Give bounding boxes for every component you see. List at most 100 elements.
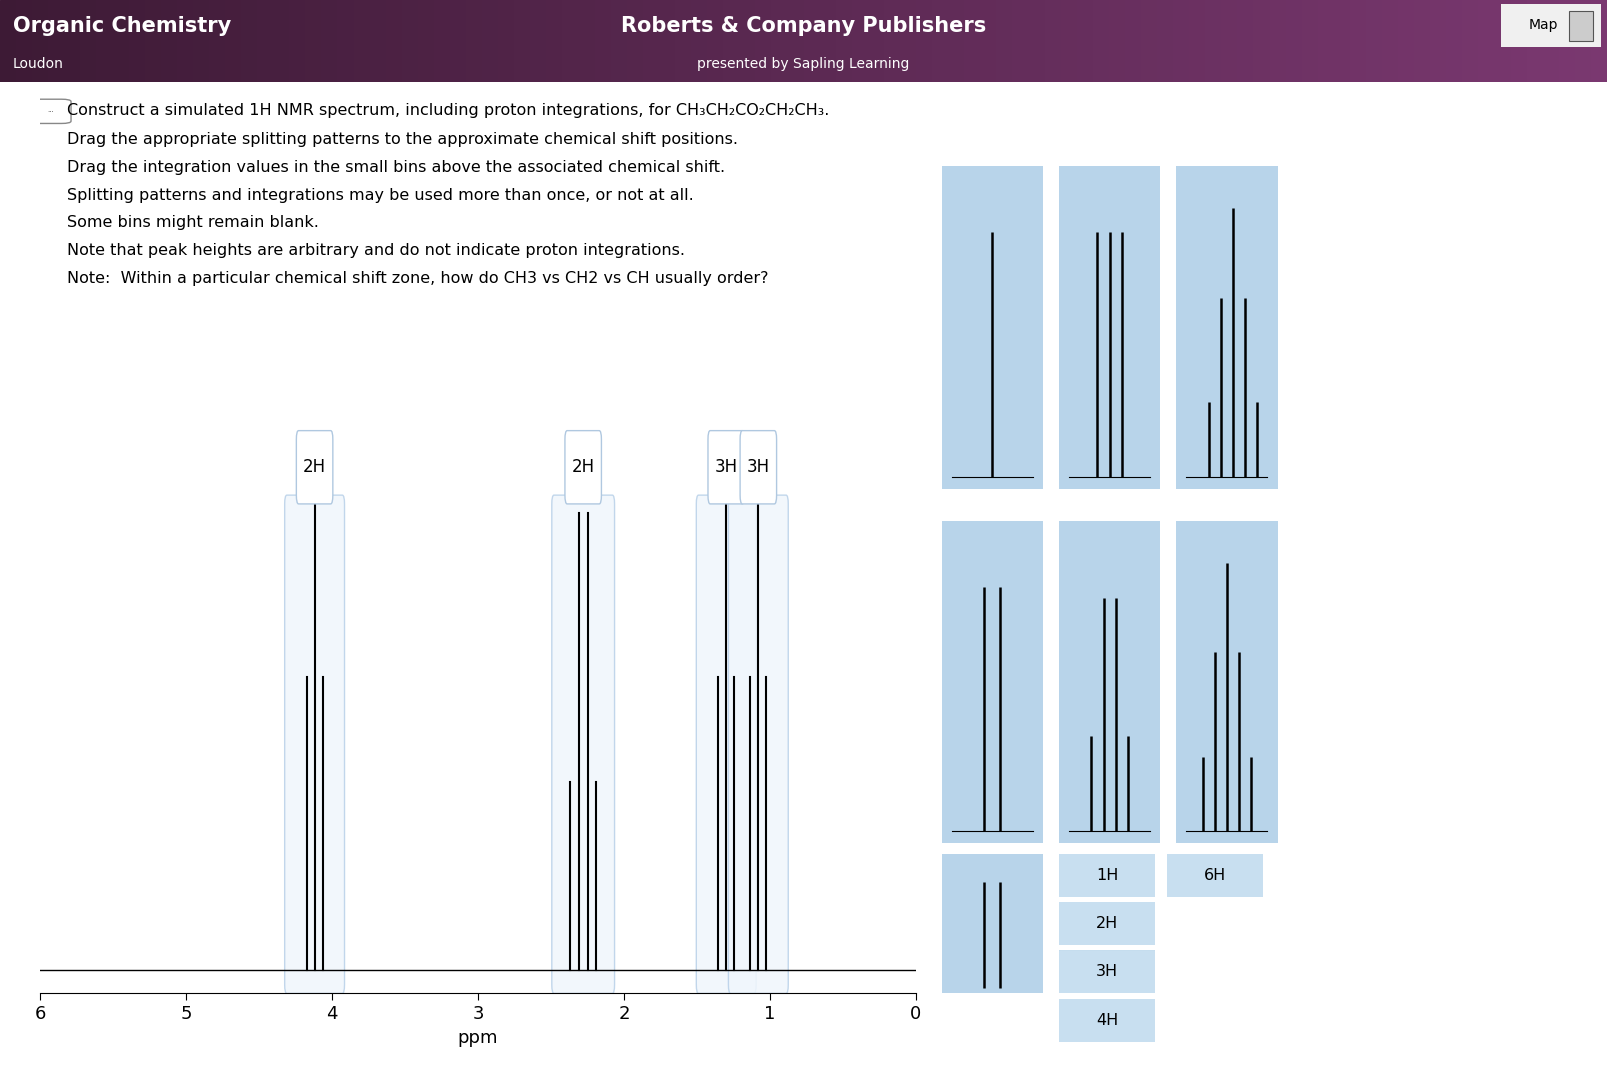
FancyBboxPatch shape <box>1053 949 1162 995</box>
FancyBboxPatch shape <box>551 495 614 993</box>
Text: 1H: 1H <box>1096 868 1118 883</box>
Bar <box>354 0 370 82</box>
FancyBboxPatch shape <box>741 431 776 504</box>
FancyBboxPatch shape <box>284 495 344 993</box>
Bar <box>804 0 820 82</box>
Text: Construct a simulated 1H NMR spectrum, including proton integrations, for CH₃CH₂: Construct a simulated 1H NMR spectrum, i… <box>67 103 829 118</box>
Bar <box>996 0 1012 82</box>
Bar <box>337 0 354 82</box>
Bar <box>1141 0 1157 82</box>
Bar <box>386 0 402 82</box>
FancyBboxPatch shape <box>709 431 744 504</box>
Bar <box>1286 0 1302 82</box>
Bar <box>1253 0 1270 82</box>
Bar <box>1543 0 1559 82</box>
Bar <box>1221 0 1237 82</box>
FancyBboxPatch shape <box>1175 163 1279 492</box>
Bar <box>64 0 80 82</box>
FancyBboxPatch shape <box>1057 163 1162 492</box>
Bar <box>1430 0 1446 82</box>
Bar <box>1237 0 1253 82</box>
Bar <box>193 0 209 82</box>
Bar <box>402 0 418 82</box>
Bar <box>675 0 691 82</box>
X-axis label: ppm: ppm <box>458 1029 498 1047</box>
Bar <box>96 0 112 82</box>
Bar <box>691 0 707 82</box>
Bar <box>1559 0 1575 82</box>
Text: Organic Chemistry: Organic Chemistry <box>13 16 231 37</box>
Bar <box>1093 0 1109 82</box>
Bar <box>836 0 852 82</box>
Bar <box>1568 11 1593 41</box>
Bar <box>916 0 932 82</box>
Bar <box>129 0 145 82</box>
Bar <box>562 0 579 82</box>
Bar <box>964 0 980 82</box>
Bar <box>321 0 337 82</box>
FancyBboxPatch shape <box>1160 853 1270 898</box>
Bar <box>579 0 595 82</box>
Bar <box>1205 0 1221 82</box>
Bar <box>1414 0 1430 82</box>
Bar <box>932 0 948 82</box>
Bar <box>884 0 900 82</box>
Bar <box>1061 0 1077 82</box>
Bar <box>900 0 916 82</box>
Bar <box>1366 0 1382 82</box>
Text: Loudon: Loudon <box>13 57 64 71</box>
Bar <box>498 0 514 82</box>
Bar <box>1511 0 1527 82</box>
Text: Map: Map <box>1528 18 1559 32</box>
FancyBboxPatch shape <box>1057 518 1162 846</box>
Text: Drag the integration values in the small bins above the associated chemical shif: Drag the integration values in the small… <box>67 160 725 175</box>
Bar <box>289 0 305 82</box>
Bar <box>659 0 675 82</box>
Text: 4H: 4H <box>1096 1013 1118 1028</box>
Bar <box>1077 0 1093 82</box>
Bar <box>1302 0 1318 82</box>
FancyBboxPatch shape <box>566 431 601 504</box>
Bar <box>16 0 32 82</box>
Bar <box>1398 0 1414 82</box>
Bar <box>370 0 386 82</box>
Bar <box>80 0 96 82</box>
Bar <box>611 0 627 82</box>
Bar <box>1045 0 1061 82</box>
Bar <box>595 0 611 82</box>
Bar <box>1478 0 1495 82</box>
Text: 6H: 6H <box>1204 868 1226 883</box>
Bar <box>868 0 884 82</box>
Bar <box>1318 0 1334 82</box>
Bar <box>1109 0 1125 82</box>
Bar <box>852 0 868 82</box>
Bar <box>643 0 659 82</box>
Bar <box>466 0 482 82</box>
Bar <box>1157 0 1173 82</box>
Text: Drag the appropriate splitting patterns to the approximate chemical shift positi: Drag the appropriate splitting patterns … <box>67 132 738 147</box>
Bar <box>241 0 257 82</box>
Bar <box>257 0 273 82</box>
Bar <box>1012 0 1028 82</box>
Bar <box>546 0 562 82</box>
Bar <box>48 0 64 82</box>
Bar <box>112 0 129 82</box>
Bar <box>787 0 804 82</box>
Bar <box>1382 0 1398 82</box>
Text: 2H: 2H <box>572 459 595 476</box>
Bar <box>1591 0 1607 82</box>
Bar <box>0 0 16 82</box>
Text: Note that peak heights are arbitrary and do not indicate proton integrations.: Note that peak heights are arbitrary and… <box>67 243 685 258</box>
Bar <box>1125 0 1141 82</box>
Bar <box>1028 0 1045 82</box>
Bar <box>707 0 723 82</box>
Bar <box>273 0 289 82</box>
FancyBboxPatch shape <box>1498 2 1604 49</box>
FancyBboxPatch shape <box>940 518 1045 846</box>
Bar <box>723 0 739 82</box>
FancyBboxPatch shape <box>31 99 71 124</box>
Bar <box>225 0 241 82</box>
Text: 3H: 3H <box>1096 964 1118 979</box>
Text: Splitting patterns and integrations may be used more than once, or not at all.: Splitting patterns and integrations may … <box>67 188 694 203</box>
FancyBboxPatch shape <box>1053 998 1162 1043</box>
